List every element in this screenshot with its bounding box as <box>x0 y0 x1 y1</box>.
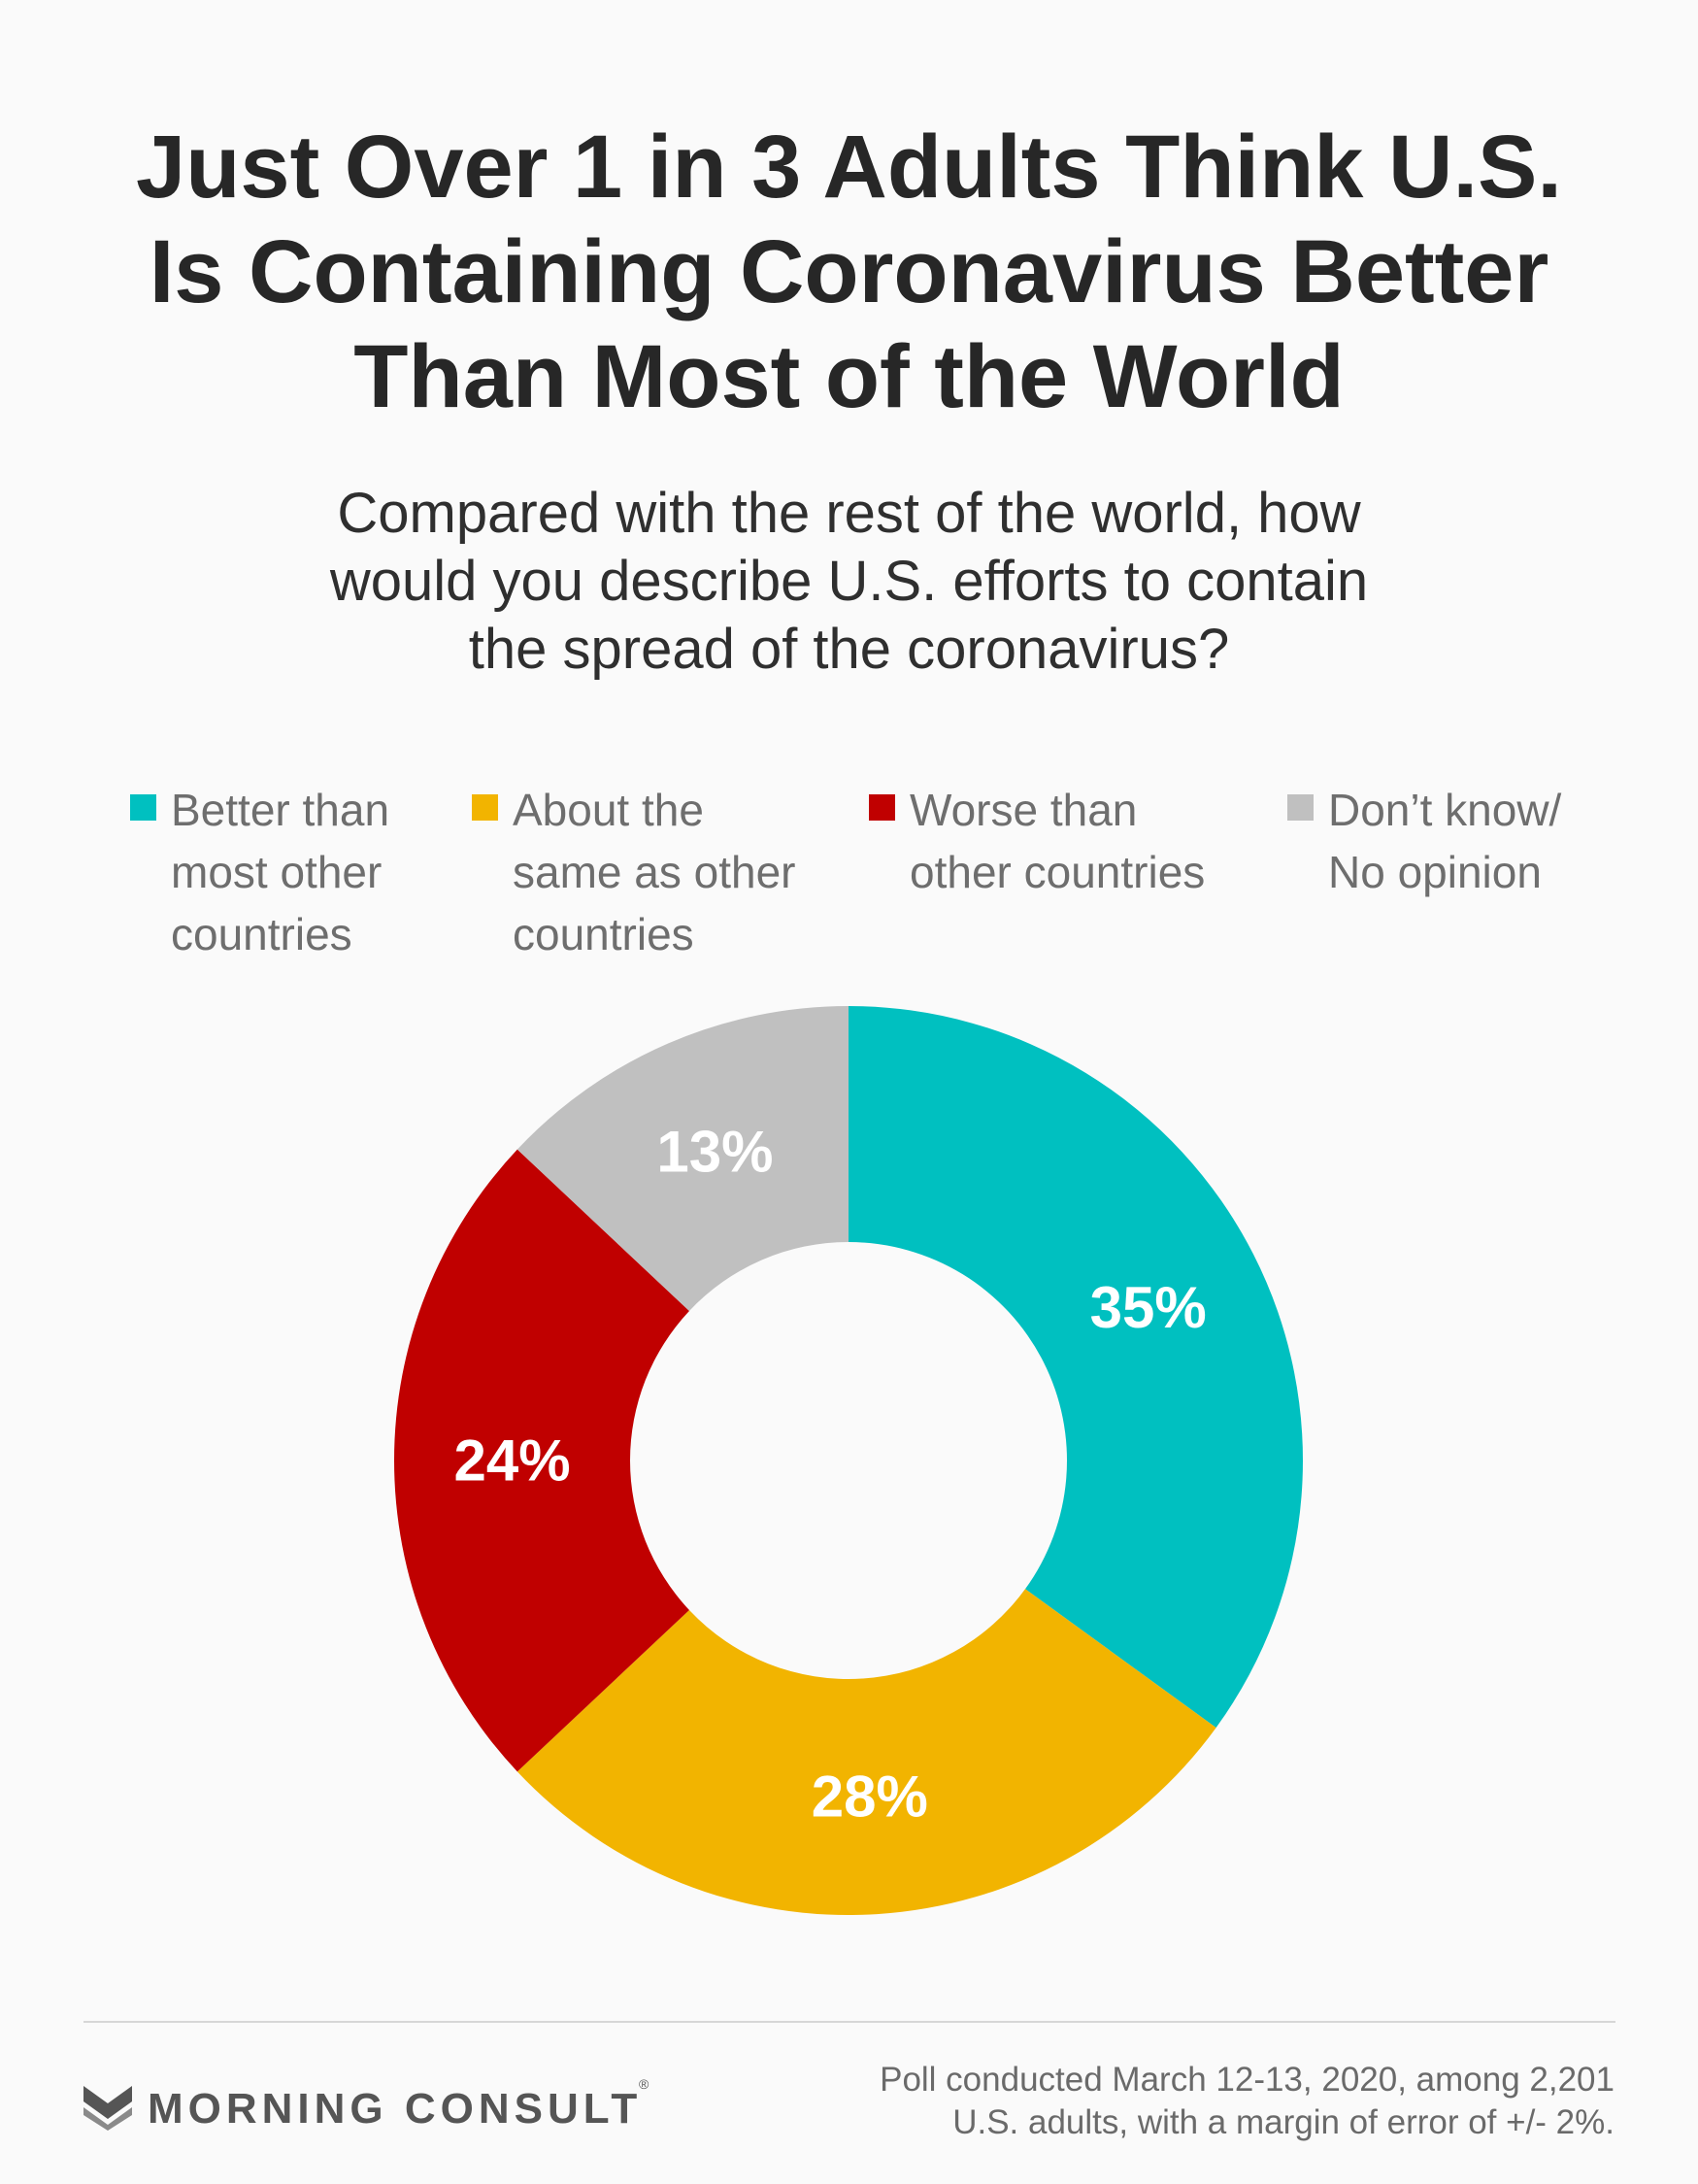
survey-question: Compared with the rest of the world, how… <box>0 480 1698 684</box>
chart-legend: Better than most other countries About t… <box>0 779 1698 973</box>
legend-swatch <box>130 794 156 821</box>
donut-slice <box>394 1149 689 1772</box>
legend-swatch <box>472 794 498 821</box>
chart-title-line: Is Containing Coronavirus Better <box>149 222 1549 321</box>
donut-slice <box>849 1006 1304 1729</box>
legend-label: Don’t know/ No opinion <box>1328 779 1561 903</box>
survey-question-line: Compared with the rest of the world, how <box>337 482 1361 545</box>
survey-question-line: would you describe U.S. efforts to conta… <box>329 550 1369 613</box>
legend-label: Worse than other countries <box>910 779 1205 903</box>
legend-swatch <box>1287 794 1314 821</box>
slice-value-label: 13% <box>656 1119 773 1184</box>
legend-label-line: countries <box>513 909 694 959</box>
methodology-note-line: Poll conducted March 12-13, 2020, among … <box>880 2061 1615 2099</box>
morning-consult-m-icon <box>83 2086 132 2131</box>
chart-title-line: Just Over 1 in 3 Adults Think U.S. <box>136 118 1562 217</box>
legend-label: Better than most other countries <box>171 779 389 965</box>
slice-value-label: 28% <box>812 1764 928 1829</box>
legend-label-line: countries <box>171 909 352 959</box>
chart-title: Just Over 1 in 3 Adults Think U.S. Is Co… <box>0 115 1698 429</box>
slice-value-label: 35% <box>1090 1275 1207 1340</box>
legend-swatch <box>869 794 895 821</box>
legend-label: About the same as other countries <box>513 779 795 965</box>
legend-label-line: Worse than <box>910 785 1138 835</box>
footer-divider <box>83 2021 1615 2023</box>
brand-name: MORNING CONSULT <box>148 2085 643 2133</box>
legend-label-line: Better than <box>171 785 390 835</box>
legend-label-line: About the <box>513 785 704 835</box>
legend-label-line: same as other <box>513 847 796 897</box>
legend-label-line: No opinion <box>1328 847 1542 897</box>
donut-slice <box>516 1006 849 1311</box>
chart-title-line: Than Most of the World <box>353 327 1345 426</box>
slice-value-label: 24% <box>453 1428 570 1494</box>
donut-slice <box>516 1589 1216 1915</box>
registered-mark: ® <box>639 2076 649 2092</box>
legend-label-line: Don’t know/ <box>1328 785 1562 835</box>
methodology-note: Poll conducted March 12-13, 2020, among … <box>880 2059 1615 2144</box>
legend-label-line: most other <box>171 847 383 897</box>
legend-label-line: other countries <box>910 847 1206 897</box>
survey-question-line: the spread of the coronavirus? <box>468 618 1230 681</box>
methodology-note-line: U.S. adults, with a margin of error of +… <box>952 2103 1615 2141</box>
